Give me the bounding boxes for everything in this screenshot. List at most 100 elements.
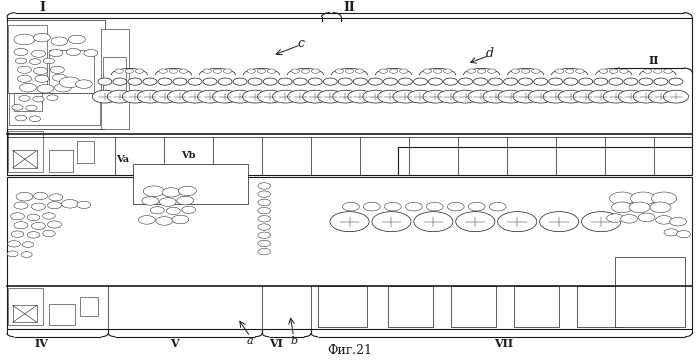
- Bar: [8, 131, 43, 171]
- Circle shape: [488, 69, 496, 73]
- Circle shape: [43, 213, 55, 219]
- Circle shape: [143, 78, 157, 85]
- Circle shape: [52, 74, 66, 81]
- Circle shape: [43, 58, 55, 64]
- Bar: [13, 305, 37, 322]
- Circle shape: [115, 69, 123, 73]
- Circle shape: [389, 69, 398, 73]
- Text: d: d: [485, 47, 493, 60]
- Circle shape: [16, 192, 33, 201]
- Text: II: II: [648, 55, 659, 66]
- Circle shape: [178, 186, 196, 196]
- Circle shape: [630, 192, 656, 205]
- Circle shape: [610, 69, 618, 73]
- Circle shape: [603, 90, 628, 103]
- Bar: [318, 286, 367, 327]
- Circle shape: [643, 69, 651, 73]
- Bar: [388, 286, 433, 327]
- Circle shape: [618, 90, 643, 103]
- Circle shape: [8, 240, 20, 247]
- Circle shape: [27, 214, 40, 221]
- Circle shape: [559, 90, 583, 103]
- Bar: [514, 286, 559, 327]
- Circle shape: [408, 90, 433, 103]
- Circle shape: [49, 49, 63, 57]
- Circle shape: [372, 212, 411, 232]
- Circle shape: [143, 186, 164, 197]
- Circle shape: [483, 90, 508, 103]
- Text: II: II: [344, 1, 355, 14]
- Circle shape: [14, 222, 28, 229]
- Circle shape: [599, 69, 607, 73]
- Circle shape: [607, 214, 624, 222]
- Circle shape: [113, 78, 127, 85]
- Circle shape: [19, 96, 30, 101]
- Circle shape: [519, 78, 533, 85]
- Circle shape: [128, 78, 142, 85]
- Circle shape: [383, 78, 397, 85]
- Circle shape: [17, 75, 31, 82]
- Circle shape: [182, 206, 196, 213]
- Circle shape: [593, 78, 607, 85]
- Circle shape: [258, 232, 271, 239]
- Circle shape: [257, 69, 266, 73]
- Circle shape: [333, 90, 358, 103]
- Circle shape: [152, 90, 178, 103]
- Circle shape: [248, 78, 262, 85]
- Circle shape: [203, 78, 217, 85]
- Circle shape: [426, 203, 443, 211]
- Circle shape: [257, 90, 282, 103]
- Circle shape: [51, 37, 68, 45]
- Circle shape: [77, 201, 91, 208]
- Circle shape: [489, 78, 503, 85]
- Bar: [80, 297, 98, 316]
- Bar: [8, 288, 43, 325]
- Circle shape: [258, 207, 271, 214]
- Circle shape: [576, 69, 584, 73]
- Circle shape: [649, 90, 673, 103]
- Circle shape: [29, 116, 41, 122]
- Bar: [8, 25, 47, 93]
- Circle shape: [621, 214, 637, 223]
- Circle shape: [453, 90, 478, 103]
- Text: Va: Va: [116, 155, 129, 164]
- Bar: [77, 141, 94, 163]
- Circle shape: [443, 78, 457, 85]
- Circle shape: [12, 104, 23, 110]
- Circle shape: [664, 69, 672, 73]
- Circle shape: [258, 199, 271, 205]
- Text: Vb: Vb: [182, 151, 196, 160]
- Circle shape: [356, 69, 364, 73]
- Circle shape: [633, 90, 658, 103]
- Circle shape: [533, 78, 547, 85]
- Circle shape: [43, 230, 55, 237]
- Circle shape: [433, 69, 442, 73]
- Circle shape: [398, 78, 412, 85]
- Circle shape: [650, 202, 671, 213]
- Circle shape: [353, 78, 368, 85]
- Circle shape: [335, 69, 343, 73]
- Circle shape: [11, 231, 24, 238]
- Circle shape: [33, 96, 44, 102]
- Circle shape: [159, 198, 176, 206]
- Circle shape: [379, 69, 387, 73]
- Circle shape: [180, 69, 188, 73]
- Circle shape: [172, 215, 189, 224]
- Circle shape: [213, 69, 222, 73]
- Text: I: I: [39, 1, 45, 14]
- Circle shape: [543, 90, 568, 103]
- Circle shape: [47, 95, 58, 101]
- Circle shape: [62, 200, 78, 208]
- Text: VII: VII: [493, 338, 513, 349]
- Circle shape: [459, 78, 473, 85]
- Circle shape: [317, 90, 343, 103]
- Circle shape: [654, 69, 662, 73]
- Circle shape: [203, 69, 211, 73]
- Circle shape: [197, 90, 222, 103]
- Text: a: a: [247, 336, 254, 346]
- Circle shape: [345, 69, 354, 73]
- Circle shape: [224, 69, 232, 73]
- Circle shape: [368, 78, 382, 85]
- Circle shape: [136, 69, 144, 73]
- Circle shape: [156, 217, 173, 225]
